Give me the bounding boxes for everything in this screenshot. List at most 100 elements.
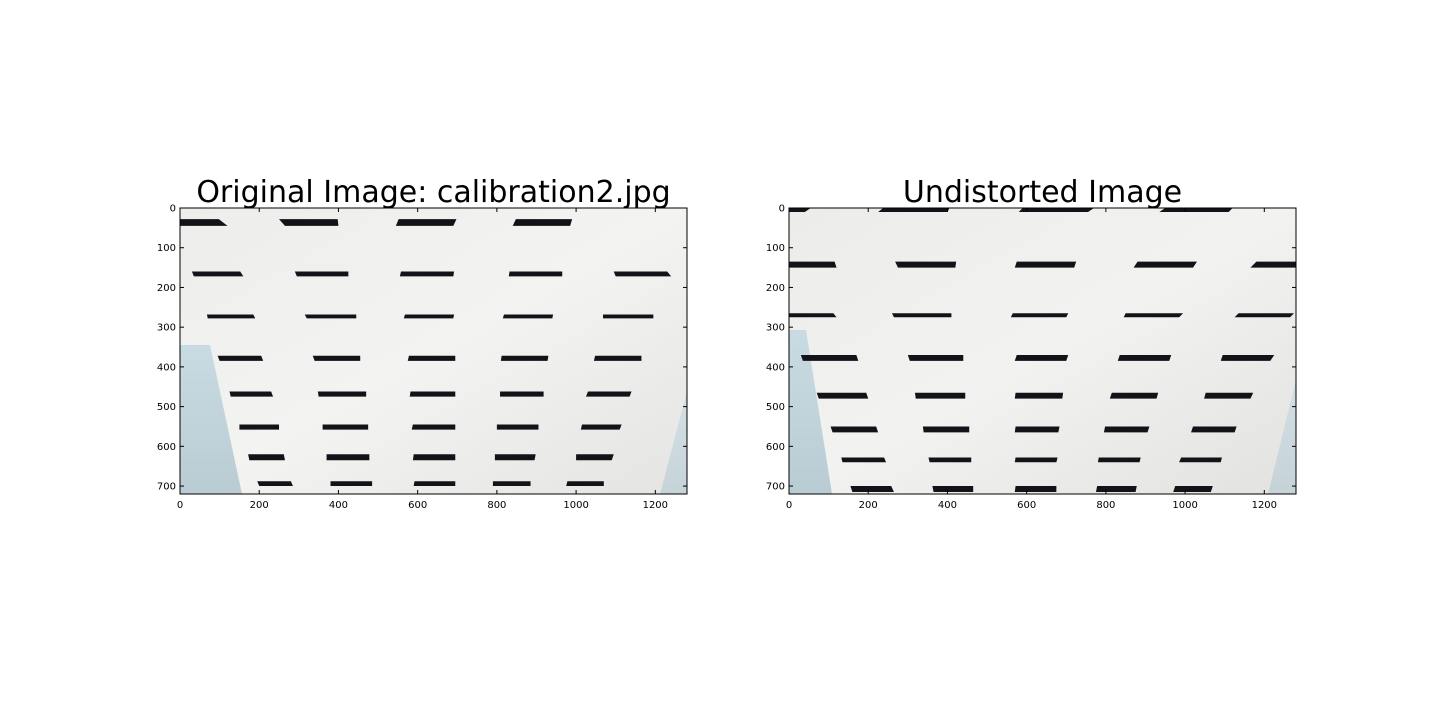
wall-right	[660, 392, 687, 494]
axis-ticks: 0 200 400 600 800 1000 1200 0 100 200 300 400 500 600…	[766, 204, 1296, 511]
y-tick-label: 100	[766, 243, 785, 254]
chessboard-square	[1133, 261, 1197, 268]
chessboard-square	[279, 219, 339, 226]
y-tick-label: 400	[766, 362, 785, 373]
chessboard-square	[180, 219, 228, 226]
chessboard-square	[1250, 261, 1296, 268]
chessboard-square	[891, 313, 952, 318]
chessboard-square	[494, 454, 536, 461]
chessboard-square	[502, 314, 554, 319]
x-tick-label: 1200	[643, 500, 668, 511]
chessboard-square	[1010, 313, 1069, 318]
chessboard-square	[1234, 313, 1295, 318]
image-background	[180, 208, 687, 494]
y-tick-label: 200	[157, 283, 176, 294]
wall-left	[180, 345, 242, 494]
chessboard-square	[1097, 457, 1141, 463]
chessboard-square	[800, 354, 859, 361]
chessboard-square	[413, 481, 456, 487]
chessboard-square	[191, 271, 244, 277]
chessboard-square	[217, 355, 264, 361]
chessboard-square	[613, 271, 672, 277]
y-tick-label: 0	[779, 204, 785, 215]
chessboard-square	[1117, 354, 1172, 361]
chessboard-square	[816, 392, 869, 399]
x-tick-label: 400	[938, 500, 957, 511]
chessboard-square	[512, 219, 573, 226]
chessboard-square	[229, 391, 274, 397]
chessboard-square	[1014, 354, 1069, 361]
axes-frame	[788, 207, 1297, 495]
chessboard-square	[603, 314, 654, 319]
subplot-original: Original Image: calibration2.jpg 0 200 400…	[157, 175, 688, 511]
chessboard-square	[500, 355, 549, 361]
y-tick-label: 300	[766, 323, 785, 334]
y-tick-label: 100	[157, 243, 176, 254]
chessboard-square	[1014, 392, 1064, 399]
y-tick-label: 200	[766, 283, 785, 294]
chessboard-square	[1014, 261, 1077, 268]
chessboard-square	[1159, 208, 1233, 212]
x-tick-label: 800	[1096, 500, 1115, 511]
chessboard-square	[878, 208, 950, 212]
y-tick-label: 300	[157, 323, 176, 334]
chessboard-square	[1103, 426, 1150, 433]
chessboard-square	[330, 481, 373, 487]
x-tick-label: 800	[487, 500, 506, 511]
y-tick-label: 500	[766, 402, 785, 413]
chessboard-square	[1123, 313, 1184, 318]
y-tick-label: 0	[170, 204, 176, 215]
x-tick-label: 1000	[563, 500, 588, 511]
chessboard-square	[399, 271, 455, 277]
chessboard-square	[206, 314, 256, 319]
chessboard-square	[411, 424, 456, 430]
x-tick-label: 200	[859, 500, 878, 511]
chessboard-square	[907, 354, 964, 361]
chessboard-square	[304, 314, 357, 319]
chessboard-square	[412, 454, 456, 461]
chessboard-squares	[789, 208, 1296, 493]
x-tick-label: 200	[250, 500, 269, 511]
x-tick-label: 600	[408, 500, 427, 511]
y-tick-label: 700	[766, 482, 785, 493]
chessboard-square	[500, 391, 544, 397]
chessboard-square	[326, 454, 370, 461]
subplot-title: Undistorted Image	[903, 175, 1182, 210]
chessboard-square	[922, 426, 970, 433]
y-tick-label: 500	[157, 402, 176, 413]
chessboard-square	[1014, 457, 1058, 463]
chessboard-square	[492, 481, 531, 487]
wall-right	[1268, 380, 1296, 494]
chessboard-square	[789, 313, 837, 318]
chessboard-square	[322, 424, 369, 430]
chessboard-square	[895, 261, 957, 268]
chessboard-square	[1014, 426, 1060, 433]
chessboard-square	[580, 424, 622, 430]
axes-frame	[179, 207, 688, 495]
chessboard-square	[850, 486, 894, 493]
chessboard-square	[576, 454, 614, 461]
chessboard-square	[395, 219, 457, 226]
chessboard-square	[257, 481, 293, 487]
x-tick-label: 0	[177, 500, 183, 511]
chessboard-square	[508, 271, 563, 277]
x-tick-label: 400	[329, 500, 348, 511]
chessboard-image	[789, 208, 1296, 494]
chessboard-square	[830, 426, 879, 433]
x-tick-label: 0	[786, 500, 792, 511]
chessboard-square	[593, 355, 642, 361]
chessboard-square	[239, 424, 280, 430]
chessboard-square	[248, 454, 285, 461]
x-tick-label: 600	[1017, 500, 1036, 511]
x-tick-label: 1000	[1172, 500, 1197, 511]
chessboard-square	[409, 391, 456, 397]
axis-ticks: 0 200 400 600 800 1000 1200 0 100 200 300 400 500 600…	[157, 204, 687, 511]
chessboard-square	[1204, 392, 1254, 399]
chessboard-square	[1191, 426, 1237, 433]
chessboard-square	[789, 261, 837, 268]
chessboard-squares	[180, 219, 672, 487]
chessboard-image	[180, 208, 687, 494]
chessboard-square	[566, 481, 604, 487]
image-background	[789, 208, 1296, 494]
subplot-undistorted: Undistorted Image 0 200 400 600 800 1000 12000…	[766, 175, 1297, 511]
